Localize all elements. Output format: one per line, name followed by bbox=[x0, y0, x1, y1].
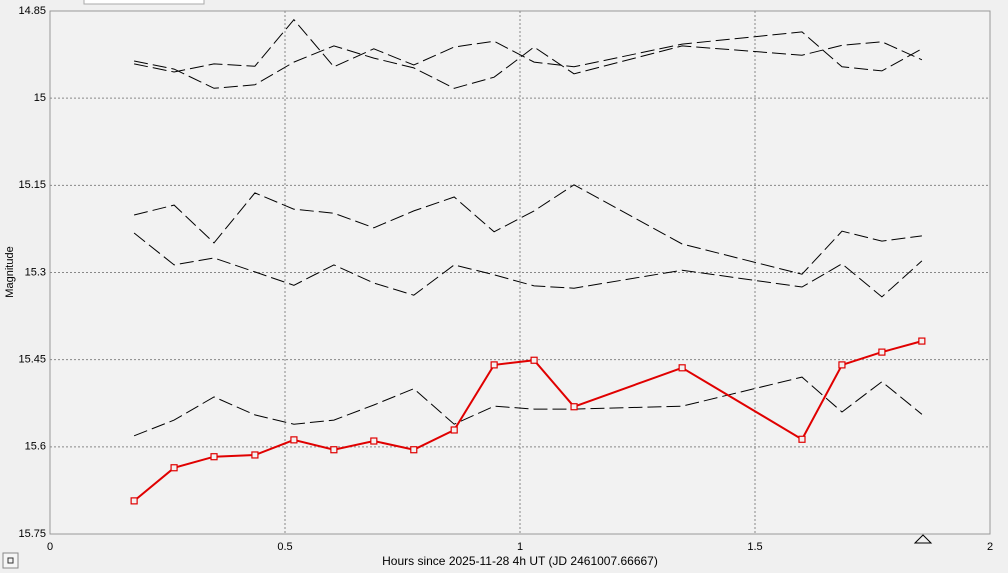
x-tick-label: 1.5 bbox=[747, 541, 762, 553]
toolbar-field bbox=[83, 0, 205, 5]
y-tick-label: 15.75 bbox=[18, 528, 46, 540]
data-point bbox=[370, 437, 378, 445]
data-point bbox=[798, 435, 806, 443]
data-point bbox=[210, 453, 218, 461]
y-axis-title: Magnitude bbox=[4, 246, 16, 297]
y-tick-label: 15.15 bbox=[18, 179, 46, 191]
series-line bbox=[133, 232, 923, 298]
x-tick-label: 0.5 bbox=[277, 541, 292, 553]
x-tick-label: 1 bbox=[517, 541, 523, 553]
corner-button[interactable] bbox=[2, 552, 19, 569]
data-point bbox=[490, 361, 498, 369]
data-point bbox=[330, 446, 338, 454]
y-tick-label: 15.45 bbox=[18, 354, 46, 366]
data-point bbox=[878, 348, 886, 356]
y-tick-label: 15 bbox=[34, 92, 46, 104]
x-tick-label: 2 bbox=[987, 541, 993, 553]
marker-triangle bbox=[913, 534, 933, 544]
data-point bbox=[410, 446, 418, 454]
series-line bbox=[133, 376, 923, 437]
y-tick-label: 15.3 bbox=[25, 266, 46, 278]
data-point bbox=[170, 464, 178, 472]
data-point bbox=[251, 451, 259, 459]
data-point bbox=[290, 436, 298, 444]
data-point bbox=[530, 356, 538, 364]
x-tick-label: 0 bbox=[47, 541, 53, 553]
x-axis-title: Hours since 2025-11-28 4h UT (JD 2461007… bbox=[382, 554, 658, 568]
series-line bbox=[134, 41, 923, 89]
corner-button-icon bbox=[7, 557, 14, 564]
data-point bbox=[570, 403, 578, 411]
data-point bbox=[918, 337, 926, 345]
series-line bbox=[133, 184, 922, 275]
data-point bbox=[130, 497, 138, 505]
data-point bbox=[678, 364, 686, 372]
series-line bbox=[134, 18, 923, 73]
data-point bbox=[450, 426, 458, 434]
y-tick-label: 15.6 bbox=[25, 441, 46, 453]
data-point bbox=[838, 361, 846, 369]
y-tick-label: 14.85 bbox=[18, 5, 46, 17]
